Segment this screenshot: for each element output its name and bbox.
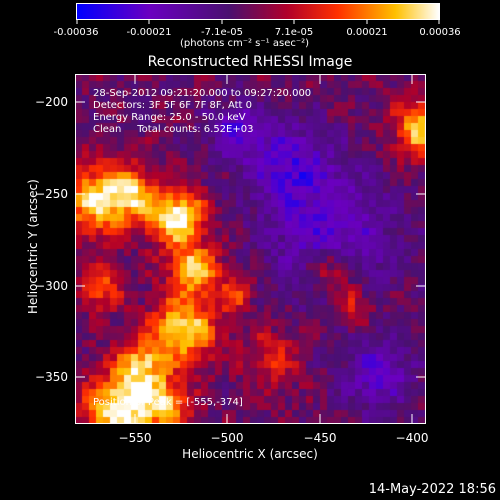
colorbar-tick-label: -0.00036 xyxy=(53,27,99,38)
y-axis-label: Heliocentric Y (arcsec) xyxy=(26,179,40,314)
peak-position-annotation: Position of Peak = [-555,-374] xyxy=(93,397,243,408)
y-tick-label: −300 xyxy=(35,279,68,293)
x-tick-label: −400 xyxy=(395,431,429,445)
colorbar-tick-label: 0.00021 xyxy=(346,27,388,38)
y-tick-label: −350 xyxy=(35,370,68,384)
colorbar-units-label: (photons cm⁻² s⁻¹ asec⁻²) xyxy=(180,38,310,49)
energy-range-annotation: Energy Range: 25.0 - 50.0 keV xyxy=(93,112,246,123)
plot-title: Reconstructed RHESSI Image xyxy=(147,54,353,70)
y-tick-label: −250 xyxy=(35,187,68,201)
y-tick-label: −200 xyxy=(35,95,68,109)
rhessi-image xyxy=(75,74,426,424)
x-tick-label: −500 xyxy=(210,431,244,445)
axis-ticks xyxy=(75,74,426,424)
colorbar-ticks xyxy=(76,19,440,24)
timestamp: 14-May-2022 18:56 xyxy=(368,482,496,497)
colorbar-tick-label: -7.1e-05 xyxy=(201,27,243,38)
x-tick-label: −550 xyxy=(118,431,152,445)
colorbar-tick-label: 0.00036 xyxy=(419,27,461,38)
x-axis-label: Heliocentric X (arcsec) xyxy=(182,447,318,461)
x-tick-label: −450 xyxy=(303,431,337,445)
time-range-annotation: 28-Sep-2012 09:21:20.000 to 09:27:20.000 xyxy=(93,88,312,99)
clean-counts-annotation: Clean Total counts: 6.52E+03 xyxy=(93,124,254,135)
detectors-annotation: Detectors: 3F 5F 6F 7F 8F, Att 0 xyxy=(93,100,253,111)
colorbar-tick-label: 7.1e-05 xyxy=(274,27,314,38)
colorbar xyxy=(76,3,440,20)
colorbar-tick-label: -0.00021 xyxy=(126,27,172,38)
